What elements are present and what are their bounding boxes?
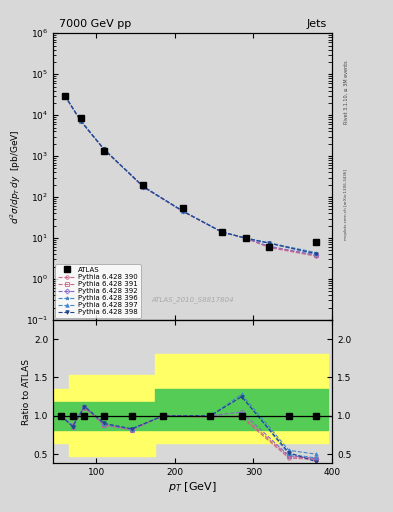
Pythia 6.428 392 xyxy=(141,184,146,190)
Pythia 6.428 396 xyxy=(141,184,146,190)
Pythia 6.428 391 xyxy=(267,244,272,250)
ATLAS xyxy=(102,148,107,155)
Pythia 6.428 397 xyxy=(180,208,185,214)
Y-axis label: Ratio to ATLAS: Ratio to ATLAS xyxy=(22,359,31,424)
Pythia 6.428 398 xyxy=(314,250,319,257)
Pythia 6.428 396 xyxy=(62,93,67,99)
Pythia 6.428 390 xyxy=(141,184,146,190)
Pythia 6.428 391 xyxy=(243,236,248,242)
Pythia 6.428 390 xyxy=(267,244,272,250)
Pythia 6.428 397 xyxy=(102,146,107,153)
Pythia 6.428 398 xyxy=(62,93,67,99)
Pythia 6.428 396 xyxy=(180,208,185,214)
Pythia 6.428 392 xyxy=(243,235,248,241)
Pythia 6.428 390 xyxy=(78,117,83,123)
Line: Pythia 6.428 398: Pythia 6.428 398 xyxy=(63,94,318,255)
Pythia 6.428 398 xyxy=(180,208,185,214)
Pythia 6.428 391 xyxy=(314,252,319,259)
Pythia 6.428 390 xyxy=(180,208,185,215)
Pythia 6.428 390 xyxy=(102,146,107,153)
Pythia 6.428 392 xyxy=(180,208,185,215)
Line: Pythia 6.428 397: Pythia 6.428 397 xyxy=(63,94,318,254)
Pythia 6.428 392 xyxy=(78,117,83,123)
Pythia 6.428 392 xyxy=(267,243,272,249)
Pythia 6.428 390 xyxy=(62,93,67,99)
Line: ATLAS: ATLAS xyxy=(62,93,319,250)
Pythia 6.428 398 xyxy=(141,184,146,190)
Pythia 6.428 390 xyxy=(243,235,248,241)
Pythia 6.428 391 xyxy=(102,147,107,153)
Pythia 6.428 397 xyxy=(220,229,224,235)
ATLAS xyxy=(141,182,146,188)
Pythia 6.428 397 xyxy=(62,93,67,99)
Text: mcplots.cern.ch [arXiv:1306.3436]: mcplots.cern.ch [arXiv:1306.3436] xyxy=(344,169,348,240)
Pythia 6.428 392 xyxy=(220,229,224,235)
Text: Rivet 3.1.10, ≥ 3M events: Rivet 3.1.10, ≥ 3M events xyxy=(344,60,349,124)
ATLAS xyxy=(243,235,248,241)
ATLAS xyxy=(267,244,272,250)
Y-axis label: $d^2\sigma/dp_T\,dy$  [pb/GeV]: $d^2\sigma/dp_T\,dy$ [pb/GeV] xyxy=(9,130,23,224)
ATLAS xyxy=(220,229,224,235)
Pythia 6.428 396 xyxy=(78,117,83,123)
Pythia 6.428 396 xyxy=(267,240,272,246)
Pythia 6.428 390 xyxy=(220,229,224,235)
Pythia 6.428 398 xyxy=(243,235,248,241)
Pythia 6.428 390 xyxy=(314,253,319,259)
ATLAS xyxy=(314,239,319,245)
Pythia 6.428 398 xyxy=(267,240,272,246)
Pythia 6.428 391 xyxy=(180,208,185,215)
Pythia 6.428 391 xyxy=(220,229,224,235)
Pythia 6.428 398 xyxy=(78,118,83,124)
Pythia 6.428 391 xyxy=(62,93,67,99)
Text: 7000 GeV pp: 7000 GeV pp xyxy=(59,19,131,29)
Pythia 6.428 396 xyxy=(243,235,248,241)
ATLAS xyxy=(62,93,67,99)
Pythia 6.428 397 xyxy=(267,240,272,246)
X-axis label: $p_T$ [GeV]: $p_T$ [GeV] xyxy=(168,480,217,494)
Text: ATLAS_2010_S8817804: ATLAS_2010_S8817804 xyxy=(151,296,234,303)
Pythia 6.428 397 xyxy=(243,235,248,241)
Pythia 6.428 392 xyxy=(62,93,67,99)
Legend: ATLAS, Pythia 6.428 390, Pythia 6.428 391, Pythia 6.428 392, Pythia 6.428 396, P: ATLAS, Pythia 6.428 390, Pythia 6.428 39… xyxy=(55,264,141,318)
Pythia 6.428 396 xyxy=(314,251,319,258)
Line: Pythia 6.428 391: Pythia 6.428 391 xyxy=(63,94,318,257)
Line: Pythia 6.428 396: Pythia 6.428 396 xyxy=(63,94,318,256)
ATLAS xyxy=(78,115,83,121)
Pythia 6.428 398 xyxy=(102,146,107,153)
Pythia 6.428 392 xyxy=(102,146,107,153)
Line: Pythia 6.428 392: Pythia 6.428 392 xyxy=(63,94,318,257)
Pythia 6.428 396 xyxy=(220,229,224,235)
Pythia 6.428 397 xyxy=(314,250,319,256)
Pythia 6.428 397 xyxy=(78,117,83,123)
Pythia 6.428 397 xyxy=(141,184,146,190)
Pythia 6.428 392 xyxy=(314,252,319,258)
ATLAS xyxy=(180,205,185,211)
Pythia 6.428 391 xyxy=(78,118,83,124)
Line: Pythia 6.428 390: Pythia 6.428 390 xyxy=(63,94,318,258)
Pythia 6.428 391 xyxy=(141,184,146,190)
Text: Jets: Jets xyxy=(306,19,327,29)
Pythia 6.428 396 xyxy=(102,146,107,153)
Pythia 6.428 398 xyxy=(220,229,224,235)
